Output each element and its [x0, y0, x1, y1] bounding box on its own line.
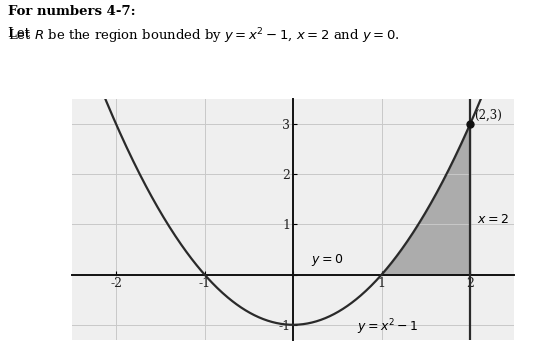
- Text: Let $R$ be the region bounded by $y = x^2 - 1$, $x = 2$ and $y = 0$.: Let $R$ be the region bounded by $y = x^…: [8, 27, 400, 46]
- Text: For numbers 4-7:: For numbers 4-7:: [8, 5, 136, 18]
- Text: $y = x^2 - 1$: $y = x^2 - 1$: [357, 317, 418, 337]
- Text: $x = 2$: $x = 2$: [477, 213, 509, 226]
- Text: (2,3): (2,3): [474, 109, 502, 122]
- Text: $y = 0$: $y = 0$: [311, 252, 343, 268]
- Text: Let: Let: [8, 27, 34, 40]
